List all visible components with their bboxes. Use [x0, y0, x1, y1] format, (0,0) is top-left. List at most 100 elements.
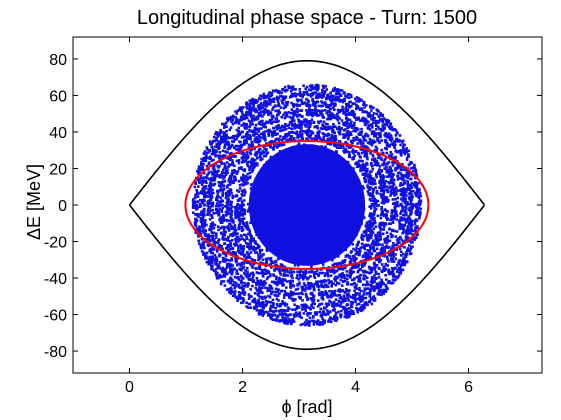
particle-point	[348, 255, 351, 258]
particle-point	[292, 291, 296, 294]
particle-point	[231, 194, 234, 198]
particle-point	[336, 294, 339, 297]
particle-point	[350, 283, 353, 286]
particle-point	[230, 173, 234, 177]
particle-point	[273, 140, 277, 143]
particle-point	[359, 268, 362, 271]
particle-point	[237, 161, 241, 165]
particle-point	[338, 293, 342, 297]
particle-point	[380, 169, 383, 172]
particle-point	[403, 193, 407, 196]
particle-point	[376, 243, 380, 246]
particle-point	[208, 184, 211, 188]
particle-point	[324, 302, 328, 305]
particle-point	[305, 137, 308, 140]
particle-point	[371, 190, 375, 193]
particle-point	[335, 262, 339, 265]
particle-point	[349, 133, 353, 136]
particle-point	[253, 131, 256, 135]
particle-point	[242, 181, 245, 184]
particle-point	[299, 296, 302, 299]
particle-point	[234, 233, 237, 236]
particle-point	[350, 139, 353, 143]
particle-point	[348, 269, 352, 272]
particle-point	[405, 194, 408, 197]
particle-point	[296, 287, 300, 291]
particle-point	[224, 247, 228, 250]
particle-point	[378, 232, 382, 235]
particle-point	[231, 159, 234, 162]
particle-point	[400, 204, 403, 207]
particle-point	[362, 187, 365, 190]
particle-point	[364, 234, 368, 237]
particle-point	[333, 289, 337, 293]
particle-point	[237, 160, 241, 163]
particle-point	[330, 282, 334, 285]
particle-point	[389, 218, 392, 222]
particle-point	[221, 233, 225, 236]
particle-point	[355, 247, 358, 250]
particle-point	[304, 102, 308, 106]
particle-point	[244, 183, 247, 186]
particle-point	[293, 110, 297, 113]
particle-point	[292, 299, 296, 302]
particle-point	[282, 296, 286, 299]
particle-point	[235, 172, 239, 175]
particle-point	[269, 286, 272, 289]
particle-point	[275, 297, 279, 301]
particle-point	[307, 283, 310, 287]
particle-point	[391, 185, 394, 189]
particle-point	[237, 131, 241, 135]
particle-point	[221, 247, 224, 251]
particle-point	[339, 302, 343, 305]
particle-point	[344, 122, 348, 125]
particle-point	[380, 184, 383, 187]
particle-point	[270, 287, 274, 290]
particle-point	[355, 275, 359, 279]
particle-point	[296, 273, 299, 277]
particle-point	[396, 242, 399, 246]
particle-point	[255, 115, 258, 119]
particle-point	[248, 273, 251, 276]
particle-point	[252, 245, 255, 249]
particle-point	[211, 188, 214, 192]
particle-point	[297, 264, 300, 267]
particle-point	[372, 218, 375, 221]
particle-point	[375, 159, 379, 163]
particle-point	[257, 150, 261, 154]
particle-point	[323, 306, 327, 310]
particle-point	[353, 289, 356, 292]
particle-point	[285, 286, 288, 289]
particle-point	[382, 188, 386, 192]
particle-point	[221, 256, 225, 260]
particle-point	[370, 278, 374, 281]
particle-point	[305, 109, 308, 112]
particle-point	[294, 124, 298, 128]
particle-point	[235, 148, 238, 151]
particle-point	[286, 100, 290, 104]
particle-point	[366, 184, 369, 187]
particle-point	[234, 210, 237, 213]
particle-point	[239, 167, 243, 170]
particle-point	[325, 103, 328, 107]
particle-point	[250, 120, 253, 123]
particle-point	[289, 271, 292, 275]
particle-point	[319, 137, 322, 141]
particle-point	[360, 165, 363, 169]
particle-point	[350, 266, 354, 270]
particle-point	[320, 279, 323, 283]
particle-point	[298, 113, 301, 117]
particle-point	[219, 188, 223, 191]
particle-point	[387, 260, 390, 263]
particle-point	[327, 106, 330, 109]
particle-point	[277, 144, 281, 148]
particle-point	[397, 204, 400, 208]
particle-point	[344, 111, 347, 115]
particle-point	[384, 140, 387, 144]
particle-point	[226, 202, 230, 205]
particle-point	[208, 178, 211, 181]
particle-point	[398, 224, 401, 227]
particle-point	[349, 124, 353, 128]
particle-point	[339, 289, 343, 293]
particle-point	[238, 205, 241, 209]
